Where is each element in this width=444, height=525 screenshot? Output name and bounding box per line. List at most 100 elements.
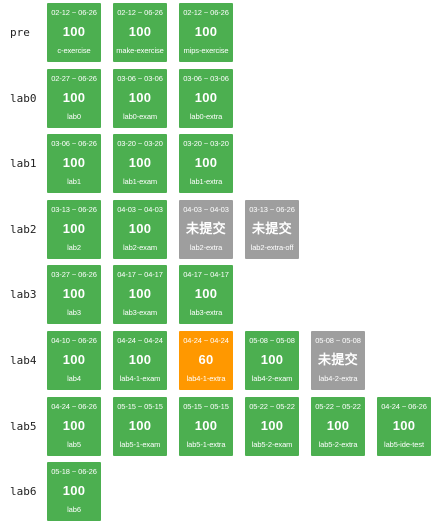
date-range: 05-08 ~ 05-08: [249, 336, 295, 345]
date-range: 03-20 ~ 03-20: [183, 139, 229, 148]
lab-row-lab5: lab5 04-24 ~ 06-26 100 lab5 05-15 ~ 05-15 100…: [0, 397, 444, 456]
assignment-card-mips-exercise[interactable]: 02-12 ~ 06-26 100 mips-exercise: [179, 3, 233, 62]
date-range: 04-24 ~ 06-26: [381, 402, 427, 411]
assignment-name: lab6: [67, 505, 81, 514]
score: 100: [62, 418, 86, 433]
date-range: 03-06 ~ 03-06: [117, 74, 163, 83]
assignment-card-lab1-exam[interactable]: 03-20 ~ 03-20 100 lab1-exam: [113, 134, 167, 193]
score: 100: [128, 221, 152, 236]
assignment-card-lab4-1-exam[interactable]: 04-24 ~ 04-24 100 lab4-1-exam: [113, 331, 167, 390]
score: 100: [62, 155, 86, 170]
date-range: 05-08 ~ 05-08: [315, 336, 361, 345]
assignment-name: lab5-2-extra: [318, 440, 358, 449]
date-range: 02-27 ~ 06-26: [51, 74, 97, 83]
assignment-card-lab2-extra-off[interactable]: 03-13 ~ 06-26 未提交 lab2-extra-off: [245, 200, 299, 259]
assignment-card-lab6[interactable]: 05-18 ~ 06-26 100 lab6: [47, 462, 101, 521]
date-range: 02-12 ~ 06-26: [117, 8, 163, 17]
date-range: 04-03 ~ 04-03: [117, 205, 163, 214]
row-label: lab5: [10, 420, 37, 433]
assignment-name: lab4-2-exam: [251, 374, 293, 383]
assignment-card-lab0-extra[interactable]: 03-06 ~ 03-06 100 lab0-extra: [179, 69, 233, 128]
lab-row-lab4: lab4 04-10 ~ 06-26 100 lab4 04-24 ~ 04-24 100…: [0, 331, 444, 390]
assignment-name: lab5-2-exam: [251, 440, 293, 449]
assignment-card-lab5-2-extra[interactable]: 05-22 ~ 05-22 100 lab5-2-extra: [311, 397, 365, 456]
row-label: lab2: [10, 223, 37, 236]
date-range: 05-22 ~ 05-22: [315, 402, 361, 411]
score: 100: [260, 352, 284, 367]
score: 100: [194, 90, 218, 105]
assignment-card-lab5-1-exam[interactable]: 05-15 ~ 05-15 100 lab5-1-exam: [113, 397, 167, 456]
assignment-card-lab0-exam[interactable]: 03-06 ~ 03-06 100 lab0-exam: [113, 69, 167, 128]
assignment-card-lab2[interactable]: 03-13 ~ 06-26 100 lab2: [47, 200, 101, 259]
assignment-name: lab5-1-exam: [119, 440, 161, 449]
assignment-card-lab1-extra[interactable]: 03-20 ~ 03-20 100 lab1-extra: [179, 134, 233, 193]
assignment-name: lab0: [67, 112, 81, 121]
assignment-card-lab3-extra[interactable]: 04-17 ~ 04-17 100 lab3-extra: [179, 265, 233, 324]
score: 100: [326, 418, 350, 433]
score: 100: [128, 418, 152, 433]
score: 100: [128, 90, 152, 105]
lab-row-lab0: lab0 02-27 ~ 06-26 100 lab0 03-06 ~ 03-06 100…: [0, 69, 444, 128]
assignment-name: lab4-2-extra: [318, 374, 358, 383]
score: 100: [128, 286, 152, 301]
date-range: 04-24 ~ 04-24: [117, 336, 163, 345]
assignment-card-lab0[interactable]: 02-27 ~ 06-26 100 lab0: [47, 69, 101, 128]
assignment-card-lab2-extra[interactable]: 04-03 ~ 04-03 未提交 lab2-extra: [179, 200, 233, 259]
assignment-card-lab4-1-extra[interactable]: 04-24 ~ 04-24 60 lab4-1-extra: [179, 331, 233, 390]
score: 未提交: [252, 221, 292, 236]
date-range: 03-13 ~ 06-26: [51, 205, 97, 214]
date-range: 02-12 ~ 06-26: [183, 8, 229, 17]
date-range: 05-18 ~ 06-26: [51, 467, 97, 476]
assignment-card-lab3[interactable]: 03-27 ~ 06-26 100 lab3: [47, 265, 101, 324]
assignment-card-lab5-ide-test[interactable]: 04-24 ~ 06-26 100 lab5-ide-test: [377, 397, 431, 456]
assignment-card-lab2-exam[interactable]: 04-03 ~ 04-03 100 lab2-exam: [113, 200, 167, 259]
score: 100: [194, 155, 218, 170]
assignment-name: lab2: [67, 243, 81, 252]
score: 100: [260, 418, 284, 433]
assignment-name: lab4-1-exam: [119, 374, 161, 383]
assignment-name: lab2-exam: [122, 243, 158, 252]
row-label: lab4: [10, 354, 37, 367]
assignment-name: lab2-extra-off: [250, 243, 294, 252]
date-range: 05-15 ~ 05-15: [183, 402, 229, 411]
assignment-card-lab4-2-extra[interactable]: 05-08 ~ 05-08 未提交 lab4-2-extra: [311, 331, 365, 390]
assignment-name: lab4: [67, 374, 81, 383]
assignment-card-make-exercise[interactable]: 02-12 ~ 06-26 100 make-exercise: [113, 3, 167, 62]
lab-row-lab2: lab2 03-13 ~ 06-26 100 lab2 04-03 ~ 04-03 100…: [0, 200, 444, 259]
date-range: 03-13 ~ 06-26: [249, 205, 295, 214]
row-label: lab3: [10, 288, 37, 301]
date-range: 03-06 ~ 06-26: [51, 139, 97, 148]
assignment-name: lab1-extra: [189, 177, 223, 186]
score: 100: [62, 286, 86, 301]
assignment-card-lab5[interactable]: 04-24 ~ 06-26 100 lab5: [47, 397, 101, 456]
assignment-name: lab4-1-extra: [186, 374, 226, 383]
date-range: 03-20 ~ 03-20: [117, 139, 163, 148]
score: 100: [128, 24, 152, 39]
date-range: 05-15 ~ 05-15: [117, 402, 163, 411]
score: 100: [62, 483, 86, 498]
assignment-card-lab4-2-exam[interactable]: 05-08 ~ 05-08 100 lab4-2-exam: [245, 331, 299, 390]
assignment-card-c-exercise[interactable]: 02-12 ~ 06-26 100 c-exercise: [47, 3, 101, 62]
assignment-name: c-exercise: [57, 46, 91, 55]
assignment-name: mips-exercise: [183, 46, 229, 55]
assignment-card-lab5-2-exam[interactable]: 05-22 ~ 05-22 100 lab5-2-exam: [245, 397, 299, 456]
score: 100: [62, 24, 86, 39]
assignment-name: make-exercise: [116, 46, 164, 55]
score: 100: [62, 352, 86, 367]
date-range: 03-27 ~ 06-26: [51, 270, 97, 279]
assignment-name: lab0-extra: [189, 112, 223, 121]
date-range: 04-17 ~ 04-17: [183, 270, 229, 279]
row-label: lab1: [10, 157, 37, 170]
assignment-card-lab1[interactable]: 03-06 ~ 06-26 100 lab1: [47, 134, 101, 193]
lab-row-lab1: lab1 03-06 ~ 06-26 100 lab1 03-20 ~ 03-20 100…: [0, 134, 444, 193]
assignment-card-lab5-1-extra[interactable]: 05-15 ~ 05-15 100 lab5-1-extra: [179, 397, 233, 456]
assignment-name: lab3: [67, 308, 81, 317]
lab-row-lab3: lab3 03-27 ~ 06-26 100 lab3 04-17 ~ 04-17 100…: [0, 265, 444, 324]
assignment-name: lab3-exam: [122, 308, 158, 317]
date-range: 04-03 ~ 04-03: [183, 205, 229, 214]
date-range: 04-10 ~ 06-26: [51, 336, 97, 345]
assignment-card-lab4[interactable]: 04-10 ~ 06-26 100 lab4: [47, 331, 101, 390]
assignment-card-lab3-exam[interactable]: 04-17 ~ 04-17 100 lab3-exam: [113, 265, 167, 324]
score: 100: [392, 418, 416, 433]
